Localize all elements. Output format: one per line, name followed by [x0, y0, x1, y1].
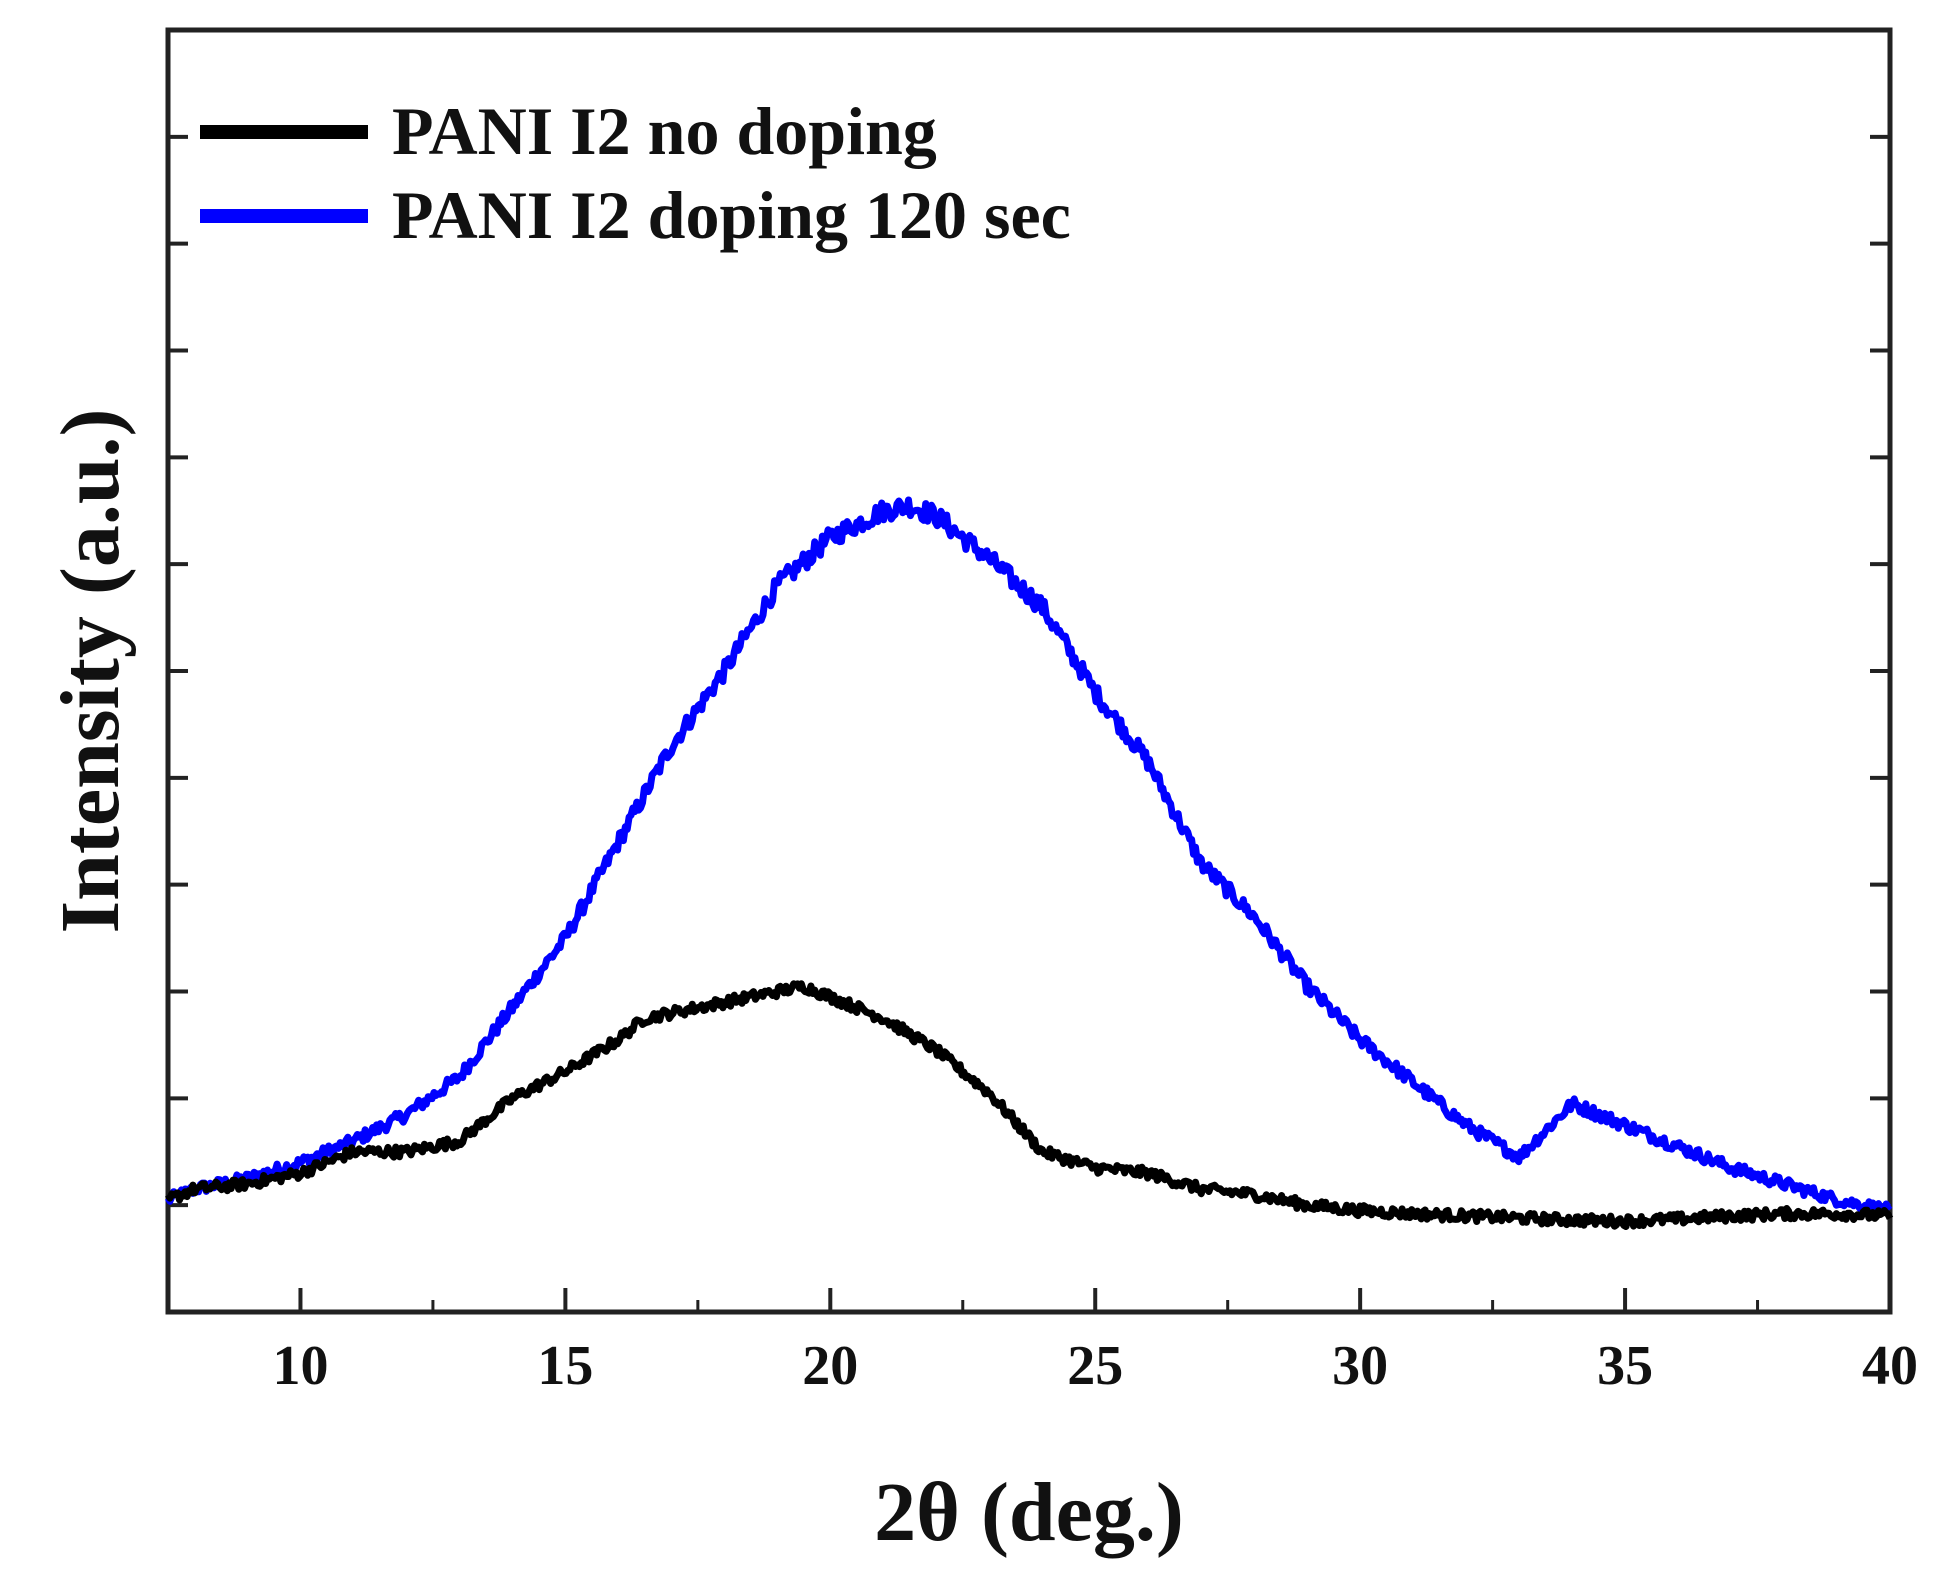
- series-line-no-doping: [164, 980, 1894, 1230]
- legend-label-doping-120: PANI I2 doping 120 sec: [392, 177, 1071, 253]
- axis-ticks: [168, 134, 1892, 1312]
- x-tick-label: 10: [272, 1335, 328, 1397]
- series-line-doping-120: [164, 496, 1893, 1217]
- x-tick-label: 15: [537, 1335, 593, 1397]
- data-curves: [164, 496, 1894, 1230]
- legend: PANI I2 no doping PANI I2 doping 120 sec: [200, 93, 1071, 253]
- y-axis-title: Intensity (a.u.): [44, 408, 137, 933]
- x-tick-label: 20: [802, 1335, 858, 1397]
- x-tick-labels: 10 15 20 25 30 35 40: [272, 1335, 1918, 1397]
- x-axis-title: 2θ (deg.): [874, 1466, 1184, 1559]
- x-tick-label: 40: [1862, 1335, 1918, 1397]
- x-tick-label: 35: [1597, 1335, 1653, 1397]
- legend-label-no-doping: PANI I2 no doping: [392, 93, 937, 169]
- x-tick-label: 25: [1067, 1335, 1123, 1397]
- x-tick-label: 30: [1332, 1335, 1388, 1397]
